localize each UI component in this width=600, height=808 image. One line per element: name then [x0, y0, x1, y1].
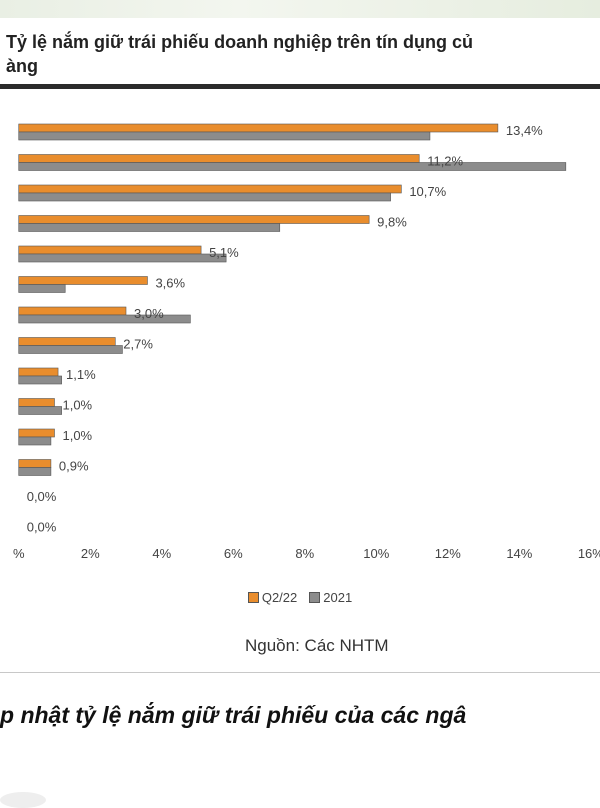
bar-q2-22	[18, 276, 148, 285]
x-tick-label: 6%	[224, 546, 243, 561]
bar-q2-22	[18, 154, 420, 163]
x-tick-label: 8%	[295, 546, 314, 561]
bar-2021	[18, 284, 66, 293]
bar-chart: 13,4% 11,2% 10,7% 9,8% 5,1% 3,6% 3,0% 2,7% 1,1% 1…	[13, 123, 600, 561]
data-label: 0,0%	[27, 520, 57, 535]
chart-legend: Q2/22 2021	[0, 590, 600, 605]
bar-2021	[18, 345, 123, 354]
bar-q2-22	[18, 367, 59, 377]
bottom-partial-icon	[0, 792, 46, 808]
data-label: 2,7%	[123, 337, 153, 352]
legend-label-q2-22: Q2/22	[261, 590, 298, 605]
x-tick-label: 12%	[435, 546, 461, 561]
data-label: 11,2%	[427, 154, 463, 169]
legend-item-q2-22: Q2/22	[247, 590, 298, 605]
bar-2021	[18, 375, 62, 385]
bar-2021	[18, 467, 52, 476]
legend-label-2021: 2021	[323, 590, 353, 605]
bar-q2-22	[18, 428, 55, 438]
legend-item-2021: 2021	[309, 590, 352, 605]
bar-q2-22	[18, 245, 202, 255]
bar-2021	[18, 314, 191, 324]
data-label: 0,0%	[27, 489, 57, 504]
bar-2021	[18, 192, 391, 202]
x-tick-label: 16%	[578, 546, 600, 561]
chart-title: Tỷ lệ nắm giữ trái phiếu doanh nghiệp tr…	[6, 30, 600, 78]
data-label: 3,0%	[134, 306, 164, 321]
title-rule	[0, 84, 600, 89]
data-label: 3,6%	[155, 276, 185, 291]
x-tick-label: 10%	[363, 546, 389, 561]
legend-swatch-q2-22	[247, 592, 259, 603]
source-note: Nguồn: Các NHTM	[245, 636, 389, 655]
data-label: 13,4%	[506, 123, 543, 138]
bar-2021	[18, 436, 52, 446]
bar-2021	[18, 162, 567, 171]
top-strip	[0, 0, 600, 18]
x-tick-label: 4%	[152, 546, 171, 561]
bar-q2-22	[18, 123, 499, 133]
data-label: 1,1%	[66, 367, 96, 382]
data-label: 5,1%	[209, 245, 239, 260]
bar-2021	[18, 253, 227, 263]
legend-swatch-2021	[309, 592, 321, 603]
caption-text: p nhật tỷ lệ nắm giữ trái phiếu của các …	[0, 702, 467, 728]
bar-2021	[18, 406, 62, 415]
bar-q2-22	[18, 398, 55, 407]
section-divider	[0, 672, 600, 673]
bar-2021	[18, 223, 281, 232]
data-label: 10,7%	[409, 184, 446, 199]
bar-2021	[18, 131, 431, 141]
chart-title-line2: àng	[6, 56, 39, 76]
bar-q2-22	[18, 337, 116, 346]
bar-q2-22	[18, 459, 52, 468]
data-label: 9,8%	[377, 215, 407, 230]
data-label: 1,0%	[62, 398, 92, 413]
data-label: 1,0%	[62, 428, 92, 443]
x-tick-label: 14%	[506, 546, 532, 561]
chart-title-line1: Tỷ lệ nắm giữ trái phiếu doanh nghiệp tr…	[6, 32, 474, 52]
x-tick-label: %	[13, 546, 25, 561]
x-tick-label: 2%	[81, 546, 100, 561]
data-label: 0,9%	[59, 459, 89, 474]
bar-q2-22	[18, 215, 370, 224]
bar-q2-22	[18, 184, 402, 194]
bar-q2-22	[18, 306, 127, 316]
